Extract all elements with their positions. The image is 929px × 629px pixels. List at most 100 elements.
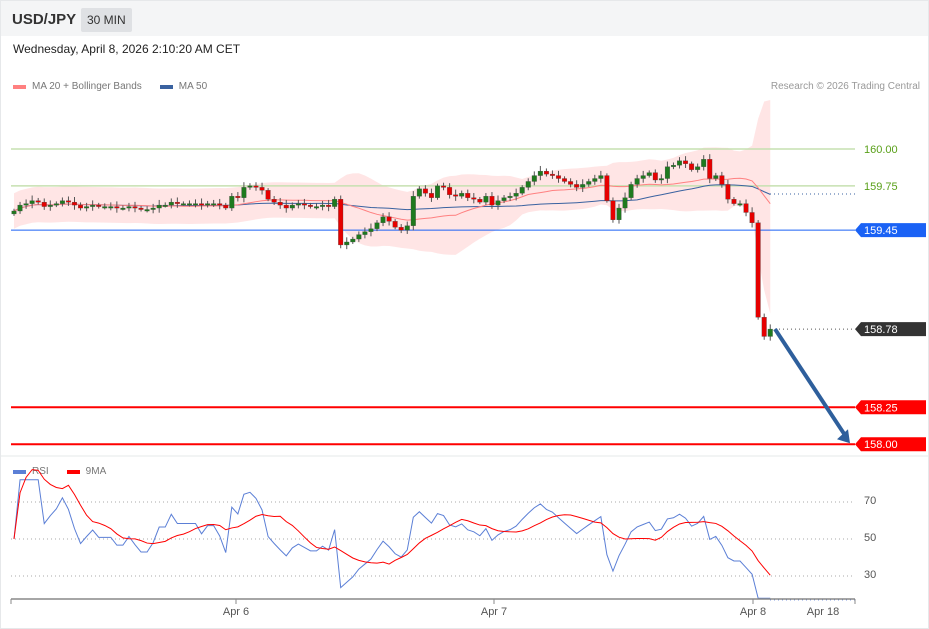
candle	[489, 196, 495, 206]
candle	[634, 178, 640, 185]
x-label: Apr 6	[222, 606, 250, 618]
credit: Research © 2026 Trading Central	[770, 81, 920, 92]
candle	[683, 160, 688, 164]
candle	[120, 207, 126, 210]
candle	[580, 184, 586, 188]
level-label: 158.25	[864, 402, 898, 414]
candle	[84, 206, 90, 209]
candle	[72, 201, 77, 206]
level-label: 160.00	[864, 144, 898, 156]
candle	[241, 187, 247, 198]
level-tag	[855, 400, 926, 415]
candle	[138, 207, 144, 210]
bollinger-band	[14, 100, 771, 314]
x-label: Apr 18	[806, 606, 840, 618]
candle	[574, 184, 580, 188]
candle	[519, 187, 525, 194]
candle	[695, 166, 701, 170]
candle	[174, 201, 180, 204]
candle	[362, 231, 368, 235]
ma50-swatch	[159, 84, 173, 89]
candle	[761, 317, 767, 337]
candle	[253, 185, 259, 188]
candle	[598, 175, 604, 179]
candle	[677, 160, 682, 166]
candle	[307, 204, 313, 207]
candle	[604, 175, 610, 201]
candle	[162, 204, 168, 207]
level-label: 158.78	[864, 324, 898, 336]
candle	[513, 193, 519, 197]
level-tag	[855, 322, 926, 337]
candle	[102, 206, 108, 209]
candle	[592, 178, 598, 182]
candle	[217, 203, 223, 206]
candle	[459, 193, 465, 197]
candle	[428, 193, 434, 198]
candle	[737, 203, 743, 206]
candle	[531, 175, 537, 182]
candle	[223, 204, 229, 209]
candle	[126, 206, 132, 209]
candle	[416, 188, 422, 197]
candle	[132, 206, 138, 209]
candle	[640, 175, 646, 179]
candle	[725, 184, 731, 200]
candle	[671, 165, 676, 167]
datetime: Wednesday, April 8, 2026 2:10:20 AM CET	[13, 42, 241, 56]
ma20-swatch	[13, 84, 26, 89]
candle	[277, 201, 283, 206]
candle	[689, 163, 695, 170]
candle	[47, 204, 53, 207]
candle	[755, 222, 761, 318]
candle	[301, 203, 307, 206]
candle	[374, 222, 380, 229]
candle	[78, 204, 83, 209]
candle	[186, 203, 192, 206]
timeframe-button[interactable]: 30 MIN	[81, 8, 132, 32]
candle	[114, 206, 120, 209]
candle	[344, 241, 350, 246]
candle	[380, 216, 386, 223]
candle	[652, 172, 658, 181]
candle	[168, 201, 174, 206]
candle	[719, 175, 725, 185]
rsi-legend: RSI 9MA	[13, 466, 106, 477]
candle	[622, 197, 628, 209]
rsi-level-label: 50	[864, 532, 877, 544]
candle	[562, 178, 567, 182]
candle	[108, 206, 114, 209]
candle	[386, 216, 392, 222]
candle	[586, 181, 592, 185]
candle	[610, 200, 616, 220]
candle	[701, 159, 707, 167]
candle	[283, 204, 289, 209]
candle	[271, 199, 277, 203]
candle	[205, 203, 211, 206]
candle	[11, 210, 17, 215]
rsi-ma-line	[13, 469, 771, 576]
rsi-line	[13, 479, 771, 599]
candle	[707, 159, 713, 179]
candle	[295, 203, 301, 206]
candle	[658, 178, 664, 181]
candle	[398, 227, 404, 231]
candle	[410, 196, 416, 226]
ma20-legend: MA 20 + Bollinger Bands	[32, 81, 142, 92]
candle	[23, 203, 29, 206]
candle	[537, 170, 543, 176]
candle	[507, 196, 513, 198]
candle	[556, 175, 561, 179]
candle	[356, 234, 362, 240]
candle	[646, 172, 652, 176]
candle	[350, 238, 356, 243]
candle	[525, 181, 531, 188]
candle	[543, 170, 549, 175]
candle	[144, 209, 150, 212]
candle	[453, 194, 459, 197]
candle	[664, 166, 670, 179]
candle	[150, 207, 156, 210]
candle	[495, 200, 501, 206]
candle	[41, 201, 47, 207]
